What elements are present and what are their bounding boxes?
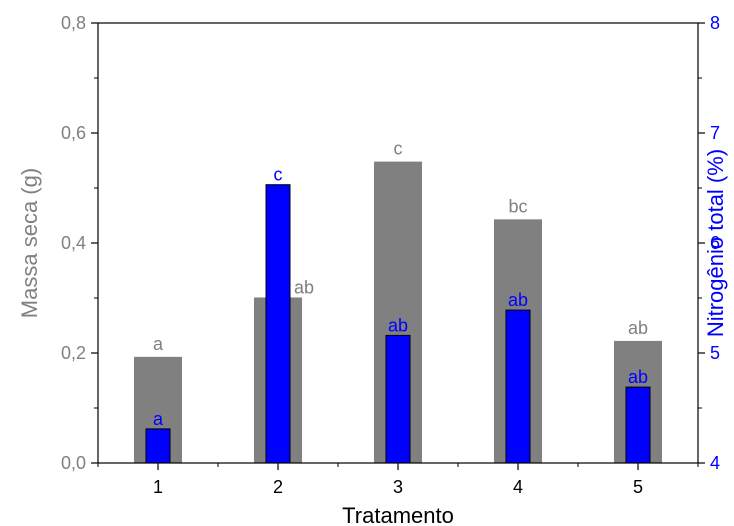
nitrogenio-label-1: a — [153, 409, 164, 429]
x-tick-label: 1 — [153, 477, 163, 497]
nitrogenio-label-4: ab — [508, 290, 528, 310]
significance-labels: a ab c bc ab a c ab ab ab — [153, 139, 648, 429]
left-tick-label: 0,4 — [61, 233, 86, 253]
x-tick-label: 3 — [393, 477, 403, 497]
axis-tick-labels: 0,0 0,2 0,4 0,6 0,8 4 5 6 7 8 1 2 3 4 5 — [61, 13, 720, 497]
nitrogenio-bars — [145, 184, 651, 464]
nitrogenio-bar-2 — [265, 184, 291, 464]
right-tick-label: 8 — [710, 13, 720, 33]
right-tick-label: 5 — [710, 343, 720, 363]
nitrogenio-label-2: c — [274, 165, 283, 185]
left-y-axis-title: Massa seca (g) — [17, 168, 42, 318]
nitrogenio-label-5: ab — [628, 367, 648, 387]
massa-seca-label-1: a — [153, 334, 164, 354]
left-tick-label: 0,6 — [61, 123, 86, 143]
x-axis-title: Tratamento — [342, 503, 454, 526]
axis-ticks — [91, 22, 705, 470]
massa-seca-label-2: ab — [294, 277, 314, 297]
nitrogenio-bar-5 — [625, 386, 651, 464]
nitrogenio-label-3: ab — [388, 315, 408, 335]
right-tick-label: 6 — [710, 233, 720, 253]
nitrogenio-bar-3 — [385, 334, 411, 464]
right-tick-label: 4 — [710, 453, 720, 473]
left-tick-label: 0,0 — [61, 453, 86, 473]
right-y-axis-title: Nitrogênio total (%) — [703, 149, 728, 337]
x-tick-label: 5 — [633, 477, 643, 497]
left-tick-label: 0,8 — [61, 13, 86, 33]
massa-seca-label-5: ab — [628, 318, 648, 338]
left-tick-label: 0,2 — [61, 343, 86, 363]
x-tick-label: 2 — [273, 477, 283, 497]
nitrogenio-bar-4 — [505, 309, 531, 464]
massa-seca-label-4: bc — [508, 196, 527, 216]
x-tick-label: 4 — [513, 477, 523, 497]
massa-seca-label-3: c — [394, 139, 403, 159]
right-tick-label: 7 — [710, 123, 720, 143]
nitrogenio-bar-1 — [145, 428, 171, 464]
